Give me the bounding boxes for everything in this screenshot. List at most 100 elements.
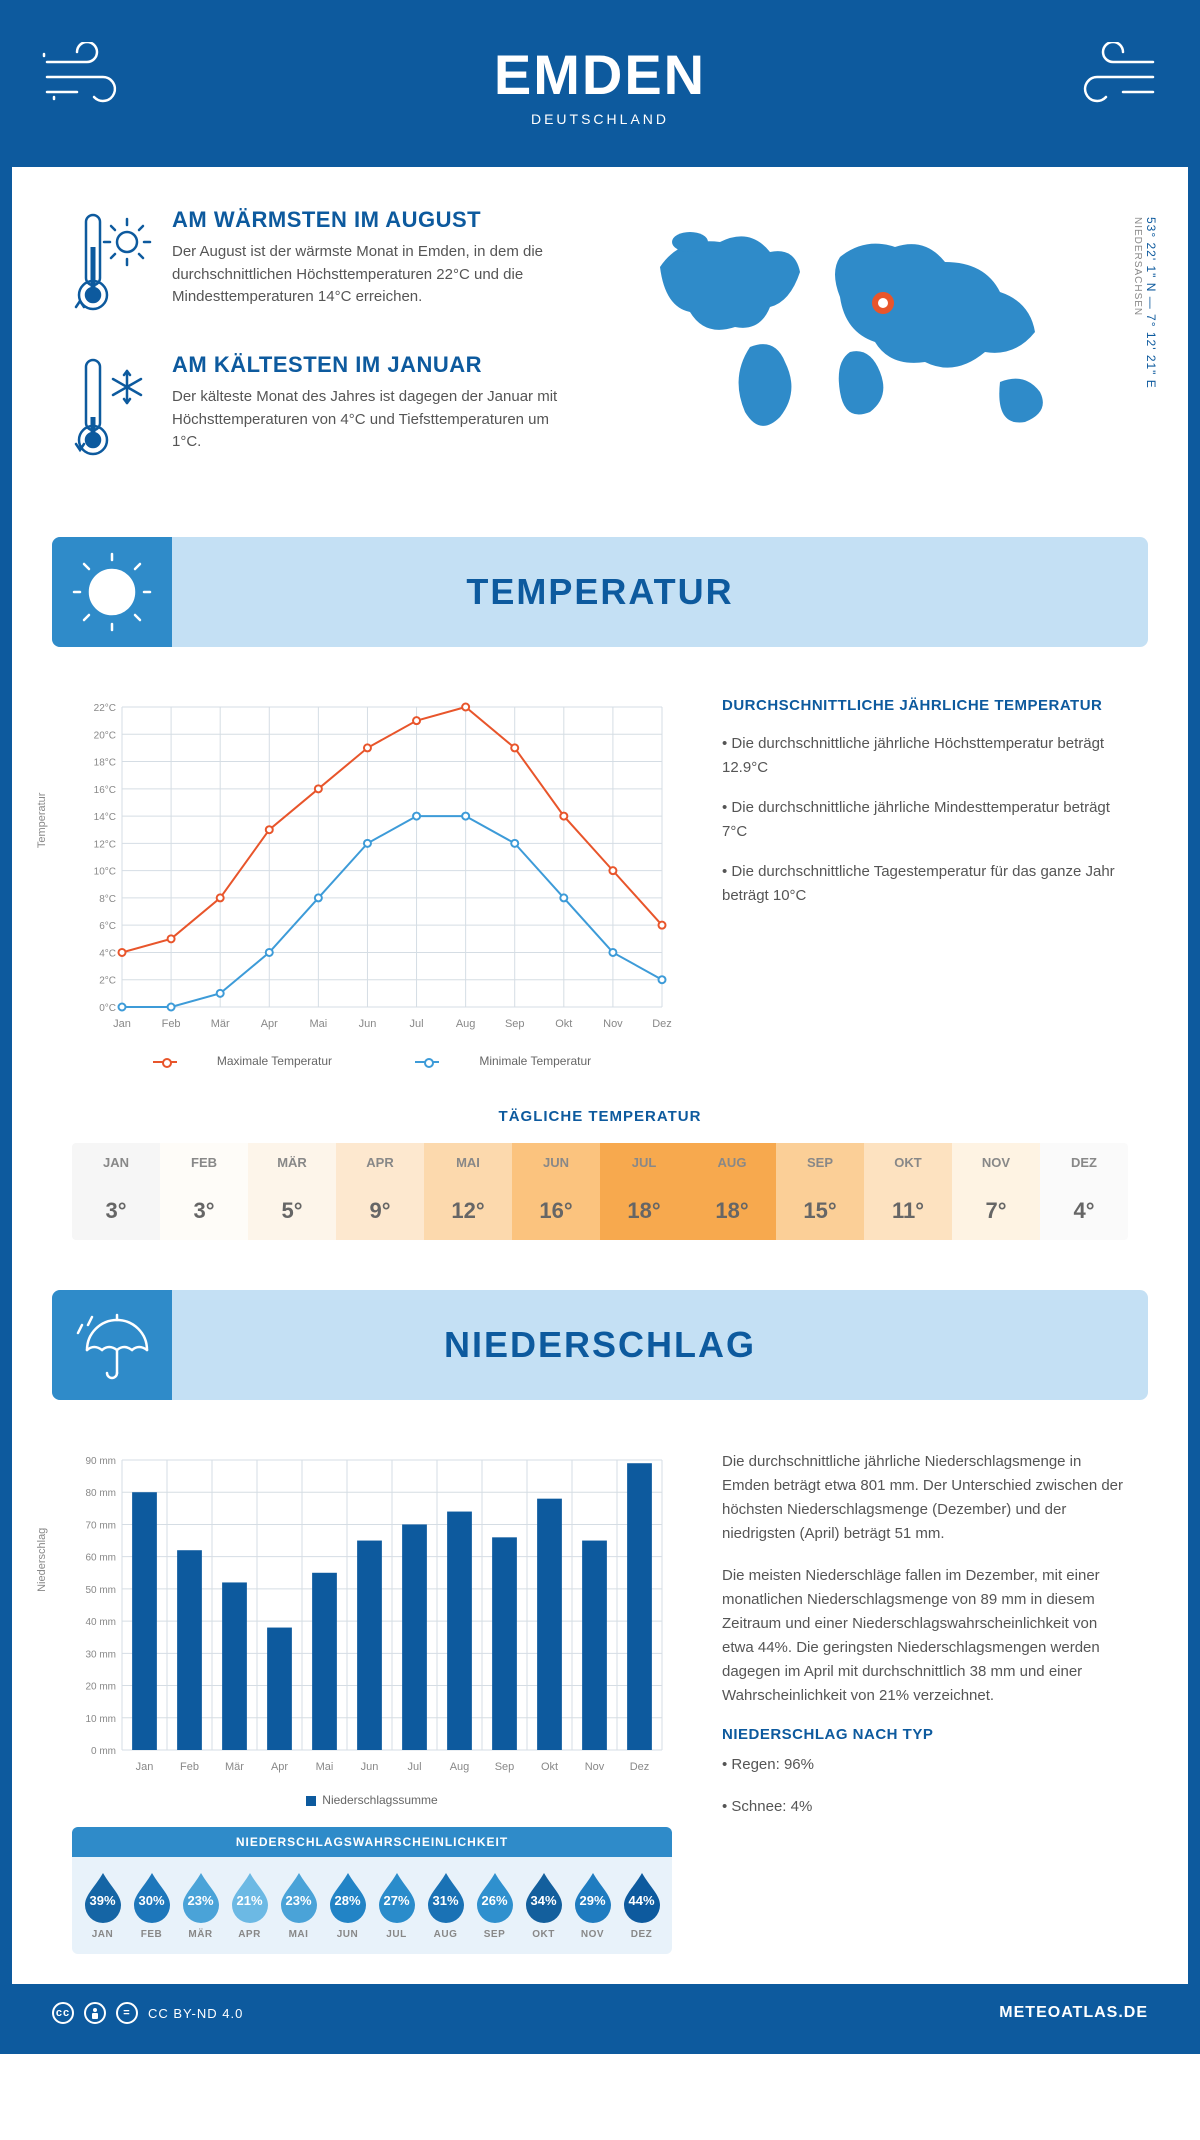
svg-text:Okt: Okt xyxy=(541,1761,558,1773)
daily-temp-header: MAI xyxy=(424,1143,512,1182)
wind-icon xyxy=(42,42,132,117)
license-label: CC BY-ND 4.0 xyxy=(148,2006,243,2021)
svg-text:Jul: Jul xyxy=(407,1761,421,1773)
daily-temp-value: 3° xyxy=(160,1182,248,1240)
site-label: METEOATLAS.DE xyxy=(999,2004,1148,2022)
svg-text:80 mm: 80 mm xyxy=(85,1488,116,1499)
thermometer-hot-icon xyxy=(72,207,152,322)
svg-text:6°C: 6°C xyxy=(99,921,116,932)
svg-text:22°C: 22°C xyxy=(94,703,116,714)
probability-drop: 27%JUL xyxy=(374,1871,419,1940)
temperature-banner: TEMPERATUR xyxy=(52,537,1148,647)
svg-text:Sep: Sep xyxy=(505,1018,525,1030)
svg-text:Jan: Jan xyxy=(136,1761,154,1773)
daily-temp-value: 15° xyxy=(776,1182,864,1240)
svg-text:10°C: 10°C xyxy=(94,867,116,878)
svg-text:20 mm: 20 mm xyxy=(85,1682,116,1693)
precipitation-banner: NIEDERSCHLAG xyxy=(52,1290,1148,1400)
wind-icon xyxy=(1068,42,1158,117)
daily-temp-header: AUG xyxy=(688,1143,776,1182)
probability-panel: NIEDERSCHLAGSWAHRSCHEINLICHKEIT 39%JAN30… xyxy=(72,1827,672,1954)
daily-temp-header: NOV xyxy=(952,1143,1040,1182)
svg-text:Sep: Sep xyxy=(495,1761,515,1773)
precipitation-bar-chart: Niederschlag 0 mm10 mm20 mm30 mm40 mm50 … xyxy=(72,1450,672,1785)
svg-text:Mär: Mär xyxy=(225,1761,244,1773)
svg-text:30 mm: 30 mm xyxy=(85,1649,116,1660)
probability-drop: 23%MAI xyxy=(276,1871,321,1940)
svg-text:Aug: Aug xyxy=(456,1018,476,1030)
daily-temp-header: JAN xyxy=(72,1143,160,1182)
precipitation-info: Die durchschnittliche jährliche Niedersc… xyxy=(722,1450,1128,1954)
country-subtitle: DEUTSCHLAND xyxy=(32,111,1168,127)
daily-temp-value: 12° xyxy=(424,1182,512,1240)
daily-temp-value: 18° xyxy=(600,1182,688,1240)
daily-temp-value: 4° xyxy=(1040,1182,1128,1240)
daily-temp-header: MÄR xyxy=(248,1143,336,1182)
daily-temp-value: 9° xyxy=(336,1182,424,1240)
svg-text:Feb: Feb xyxy=(162,1018,181,1030)
svg-text:Apr: Apr xyxy=(261,1018,278,1030)
header: EMDEN DEUTSCHLAND xyxy=(12,12,1188,167)
svg-text:Jun: Jun xyxy=(361,1761,379,1773)
footer: cc = CC BY-ND 4.0 METEOATLAS.DE xyxy=(12,1984,1188,2042)
daily-temp-value: 16° xyxy=(512,1182,600,1240)
by-icon xyxy=(84,2002,106,2024)
svg-text:0°C: 0°C xyxy=(99,1003,116,1014)
warmest-title: AM WÄRMSTEN IM AUGUST xyxy=(172,207,580,233)
svg-text:Dez: Dez xyxy=(652,1018,672,1030)
probability-drop: 28%JUN xyxy=(325,1871,370,1940)
svg-text:Feb: Feb xyxy=(180,1761,199,1773)
coldest-body: Der kälteste Monat des Jahres ist dagege… xyxy=(172,386,580,454)
svg-text:40 mm: 40 mm xyxy=(85,1617,116,1628)
daily-temp-header: DEZ xyxy=(1040,1143,1128,1182)
svg-text:Jul: Jul xyxy=(410,1018,424,1030)
svg-text:90 mm: 90 mm xyxy=(85,1456,116,1467)
precipitation-legend: Niederschlagssumme xyxy=(72,1793,672,1807)
warmest-block: AM WÄRMSTEN IM AUGUST Der August ist der… xyxy=(72,207,580,322)
coordinates-label: 53° 22' 1" N — 7° 12' 21" E NIEDERSACHSE… xyxy=(1130,217,1158,389)
temperature-info: DURCHSCHNITTLICHE JÄHRLICHE TEMPERATUR •… xyxy=(722,697,1128,1068)
precipitation-heading: NIEDERSCHLAG xyxy=(444,1324,756,1366)
svg-text:70 mm: 70 mm xyxy=(85,1520,116,1531)
sun-icon xyxy=(52,537,172,647)
daily-temp-header: SEP xyxy=(776,1143,864,1182)
probability-drop: 23%MÄR xyxy=(178,1871,223,1940)
daily-temp-value: 18° xyxy=(688,1182,776,1240)
svg-text:2°C: 2°C xyxy=(99,976,116,987)
daily-temp-header: JUL xyxy=(600,1143,688,1182)
daily-temp-header: JUN xyxy=(512,1143,600,1182)
svg-text:Dez: Dez xyxy=(630,1761,650,1773)
daily-temp-header: OKT xyxy=(864,1143,952,1182)
svg-text:Apr: Apr xyxy=(271,1761,288,1773)
svg-text:Mär: Mär xyxy=(211,1018,230,1030)
daily-temp-value: 7° xyxy=(952,1182,1040,1240)
daily-temp-value: 3° xyxy=(72,1182,160,1240)
world-map: 53° 22' 1" N — 7° 12' 21" E NIEDERSACHSE… xyxy=(620,207,1128,497)
location-marker-icon xyxy=(872,292,894,314)
svg-text:60 mm: 60 mm xyxy=(85,1553,116,1564)
probability-drop: 44%DEZ xyxy=(619,1871,664,1940)
svg-text:Mai: Mai xyxy=(316,1761,334,1773)
cc-icon: cc xyxy=(52,2002,74,2024)
daily-temp-value: 11° xyxy=(864,1182,952,1240)
svg-text:18°C: 18°C xyxy=(94,758,116,769)
thermometer-cold-icon xyxy=(72,352,152,467)
daily-temp-header: APR xyxy=(336,1143,424,1182)
daily-temp-header: FEB xyxy=(160,1143,248,1182)
svg-text:16°C: 16°C xyxy=(94,785,116,796)
daily-temp-value: 5° xyxy=(248,1182,336,1240)
svg-text:12°C: 12°C xyxy=(94,839,116,850)
svg-text:Nov: Nov xyxy=(603,1018,623,1030)
coldest-title: AM KÄLTESTEN IM JANUAR xyxy=(172,352,580,378)
probability-drop: 21%APR xyxy=(227,1871,272,1940)
probability-drop: 34%OKT xyxy=(521,1871,566,1940)
temperature-legend: Maximale Temperatur Minimale Temperatur xyxy=(72,1054,672,1068)
svg-text:20°C: 20°C xyxy=(94,730,116,741)
svg-text:4°C: 4°C xyxy=(99,948,116,959)
svg-text:50 mm: 50 mm xyxy=(85,1585,116,1596)
svg-text:0 mm: 0 mm xyxy=(91,1746,116,1757)
svg-text:14°C: 14°C xyxy=(94,812,116,823)
svg-text:10 mm: 10 mm xyxy=(85,1714,116,1725)
warmest-body: Der August ist der wärmste Monat in Emde… xyxy=(172,241,580,309)
nd-icon: = xyxy=(116,2002,138,2024)
